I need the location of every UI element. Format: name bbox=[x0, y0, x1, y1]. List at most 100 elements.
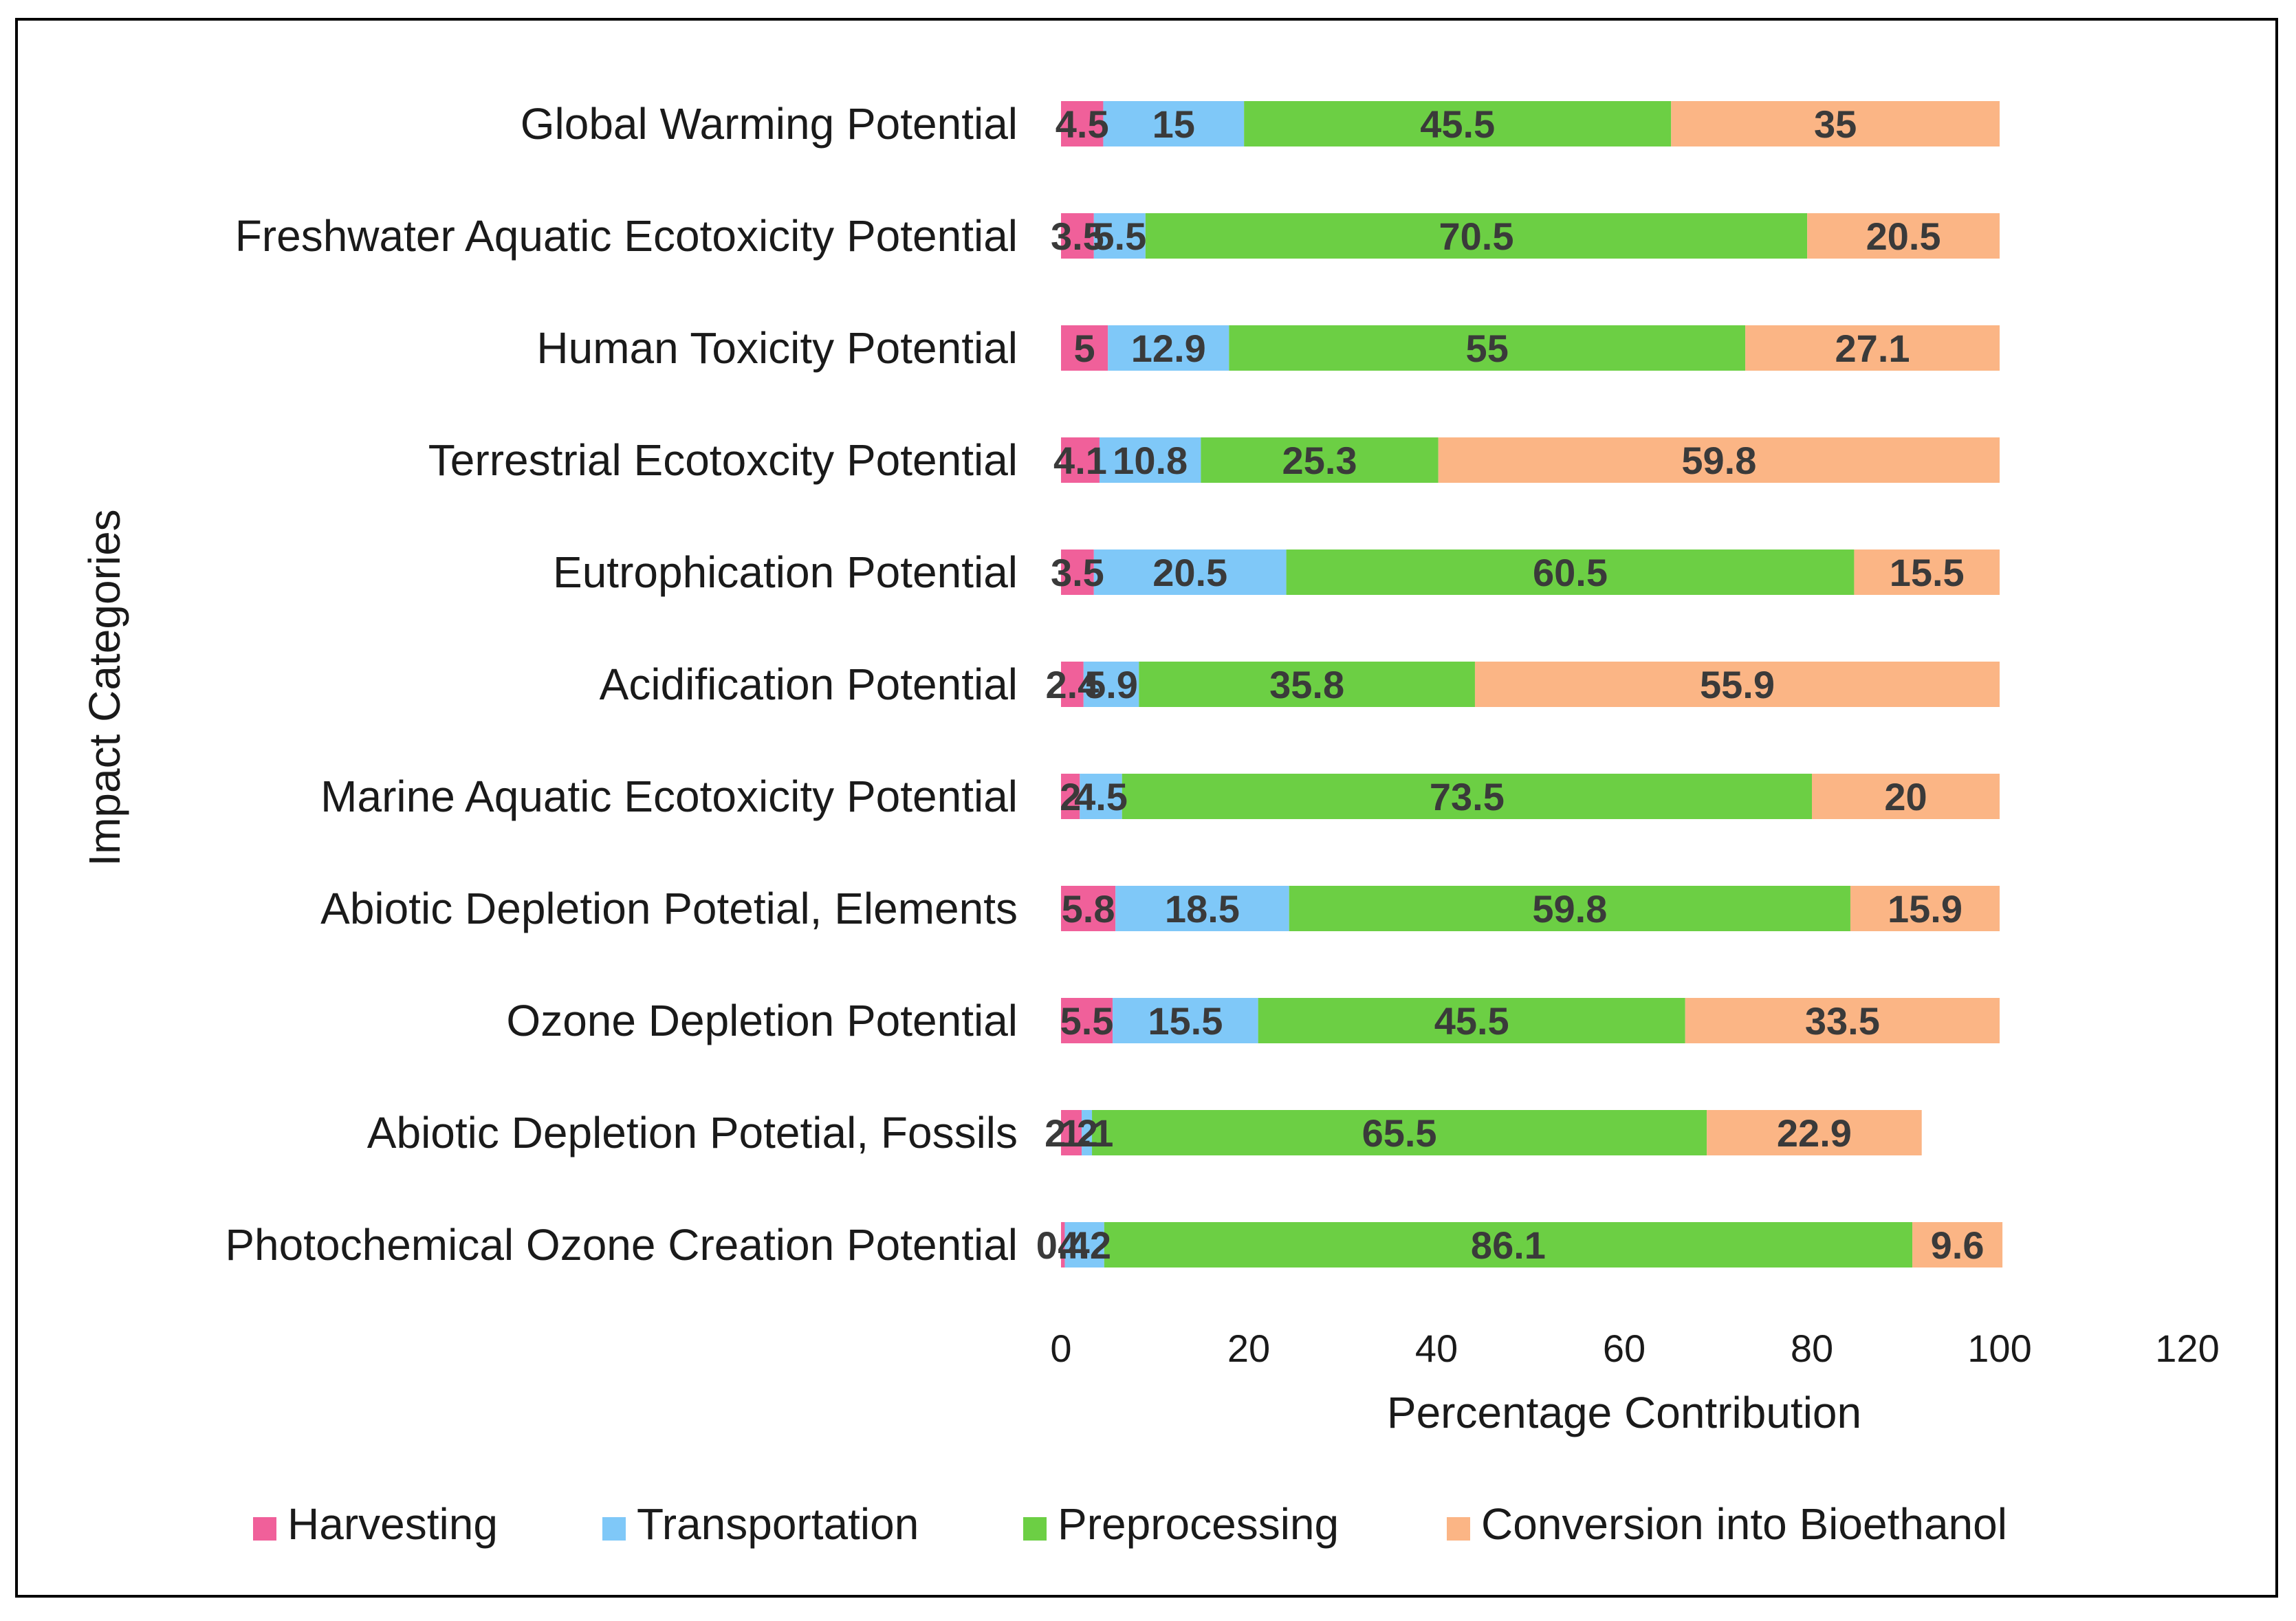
bar-segment-preprocessing bbox=[1145, 213, 1808, 259]
x-tick-label: 60 bbox=[1603, 1327, 1646, 1370]
bar-segment-conversion-into-bioethanol bbox=[1854, 550, 2000, 595]
category-label: Abiotic Depletion Potetial, Elements bbox=[320, 884, 1018, 933]
x-tick-label: 0 bbox=[1050, 1327, 1071, 1370]
data-label: 45.5 bbox=[1434, 999, 1509, 1043]
data-label: 2.2 bbox=[1045, 1111, 1098, 1155]
x-tick-label: 80 bbox=[1791, 1327, 1833, 1370]
x-tick-label: 40 bbox=[1415, 1327, 1458, 1370]
bar-segment-transportation bbox=[1103, 101, 1245, 146]
bars-layer bbox=[1061, 101, 2003, 1268]
x-tick-label: 20 bbox=[1227, 1327, 1270, 1370]
legend-entry-label: Transportation bbox=[637, 1499, 919, 1549]
data-label: 55.9 bbox=[1700, 663, 1775, 706]
bar-segment-harvesting bbox=[1061, 325, 1108, 371]
bar-segment-harvesting bbox=[1061, 213, 1094, 259]
bar-segment-preprocessing bbox=[1244, 101, 1672, 146]
category-label: Eutrophication Potential bbox=[553, 547, 1018, 597]
bar-segment-conversion-into-bioethanol bbox=[1912, 1222, 2003, 1268]
data-label: 55 bbox=[1466, 327, 1509, 370]
category-labels-layer: Global Warming Potential Freshwater Aquat… bbox=[225, 99, 1018, 1270]
bar-segment-conversion-into-bioethanol bbox=[1474, 662, 2000, 707]
legend-swatch bbox=[602, 1517, 626, 1541]
category-label: Photochemical Ozone Creation Potential bbox=[225, 1220, 1018, 1270]
data-label: 3.5 bbox=[1051, 551, 1104, 594]
bar-segment-transportation bbox=[1099, 437, 1201, 483]
bar-segment-conversion-into-bioethanol bbox=[1671, 101, 2000, 146]
data-label: 9.6 bbox=[1931, 1223, 1985, 1267]
data-label: 70.5 bbox=[1439, 215, 1514, 258]
bar-segment-transportation bbox=[1115, 886, 1289, 931]
category-label: Freshwater Aquatic Ecotoxicity Potential bbox=[235, 211, 1018, 261]
data-label: 25.3 bbox=[1282, 439, 1357, 482]
data-label: 4.5 bbox=[1056, 102, 1109, 146]
category-label: Terrestrial Ecotoxcity Potential bbox=[428, 435, 1018, 485]
x-tick-labels-layer: 0 20 40 60 80 100 120 bbox=[1050, 1327, 2219, 1370]
bar-segment-preprocessing bbox=[1104, 1222, 1913, 1268]
bar-segment-preprocessing bbox=[1122, 774, 1812, 819]
bar-segment-conversion-into-bioethanol bbox=[1438, 437, 2000, 483]
data-label: 86.1 bbox=[1471, 1223, 1546, 1267]
bar-segment-harvesting bbox=[1061, 1222, 1065, 1268]
data-label: 65.5 bbox=[1362, 1111, 1437, 1155]
data-label: 15.9 bbox=[1888, 887, 1962, 931]
bar-segment-transportation bbox=[1113, 998, 1258, 1043]
legend-entry-label: Harvesting bbox=[287, 1499, 498, 1549]
data-label: 59.8 bbox=[1681, 439, 1756, 482]
data-label: 2.4 bbox=[1045, 663, 1099, 706]
legend-entry-label: Conversion into Bioethanol bbox=[1481, 1499, 2007, 1549]
data-label: 5.5 bbox=[1060, 999, 1114, 1043]
y-axis-title: Impact Categories bbox=[80, 509, 129, 866]
bar-segment-transportation bbox=[1064, 1222, 1104, 1268]
bar-segment-transportation bbox=[1093, 213, 1146, 259]
bar-segment-harvesting bbox=[1061, 774, 1080, 819]
bar-segment-conversion-into-bioethanol bbox=[1685, 998, 2000, 1043]
data-label: 59.8 bbox=[1532, 887, 1607, 931]
data-label: 20.5 bbox=[1152, 551, 1227, 594]
data-label: 60.5 bbox=[1533, 551, 1608, 594]
data-label: 4.5 bbox=[1074, 775, 1128, 818]
data-label: 45.5 bbox=[1420, 102, 1495, 146]
x-tick-label: 120 bbox=[2155, 1327, 2219, 1370]
category-label: Global Warming Potential bbox=[521, 99, 1018, 149]
data-label: 15 bbox=[1152, 102, 1195, 146]
bar-segment-preprocessing bbox=[1286, 550, 1855, 595]
bar-segment-transportation bbox=[1083, 662, 1139, 707]
category-label: Acidification Potential bbox=[600, 660, 1018, 709]
data-label: 35 bbox=[1814, 102, 1857, 146]
data-label: 73.5 bbox=[1430, 775, 1505, 818]
bar-segment-harvesting bbox=[1061, 437, 1100, 483]
category-label: Abiotic Depletion Potetial, Fossils bbox=[367, 1108, 1018, 1157]
bar-segment-conversion-into-bioethanol bbox=[1812, 774, 2000, 819]
category-label: Human Toxicity Potential bbox=[536, 323, 1018, 373]
category-label: Marine Aquatic Ecotoxicity Potential bbox=[320, 772, 1018, 821]
bar-segment-harvesting bbox=[1061, 886, 1116, 931]
legend-swatch bbox=[253, 1517, 276, 1541]
data-label: 18.5 bbox=[1165, 887, 1240, 931]
bar-segment-preprocessing bbox=[1289, 886, 1850, 931]
bar-segment-harvesting bbox=[1061, 550, 1094, 595]
bar-segment-preprocessing bbox=[1258, 998, 1685, 1043]
bar-segment-preprocessing bbox=[1201, 437, 1439, 483]
legend-entry-label: Preprocessing bbox=[1058, 1499, 1339, 1549]
legend-swatch bbox=[1447, 1517, 1470, 1541]
data-label: 4.2 bbox=[1058, 1223, 1111, 1267]
bar-segment-conversion-into-bioethanol bbox=[1707, 1110, 1922, 1155]
data-label: 5.9 bbox=[1084, 663, 1138, 706]
bar-segment-conversion-into-bioethanol bbox=[1850, 886, 2000, 931]
data-label: 12.9 bbox=[1131, 327, 1206, 370]
x-axis-title: Percentage Contribution bbox=[1387, 1388, 1861, 1437]
data-label: 20.5 bbox=[1866, 215, 1941, 258]
data-label: 33.5 bbox=[1805, 999, 1880, 1043]
legend: Harvesting Transportation Preprocessing Con… bbox=[253, 1499, 2007, 1549]
bar-segment-harvesting bbox=[1061, 998, 1113, 1043]
bar-segment-transportation bbox=[1080, 774, 1122, 819]
x-tick-label: 100 bbox=[1967, 1327, 2031, 1370]
bar-segment-harvesting bbox=[1061, 1110, 1082, 1155]
data-labels-layer: 4.5 15 45.5 353.55.5 70.5 20.55 12.9 55 27.14.1 1… bbox=[1036, 102, 1985, 1267]
category-label: Ozone Depletion Potential bbox=[506, 996, 1018, 1045]
bar-segment-preprocessing bbox=[1229, 325, 1746, 371]
data-label: 5.8 bbox=[1062, 887, 1115, 931]
data-label: 15.5 bbox=[1890, 551, 1965, 594]
data-label: 27.1 bbox=[1835, 327, 1910, 370]
